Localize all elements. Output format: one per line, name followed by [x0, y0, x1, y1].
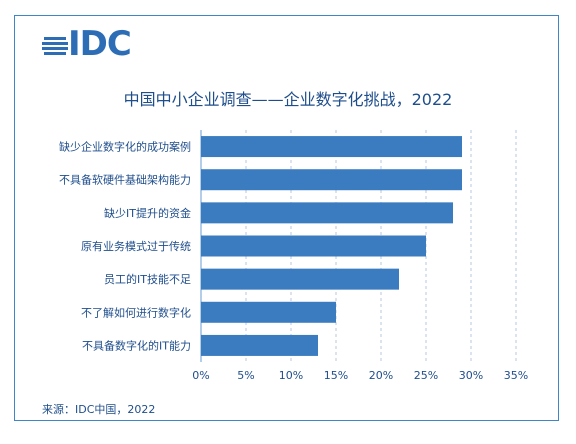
x-tick-label: 0%	[192, 369, 209, 382]
idc-logo-text: IDC	[68, 24, 132, 64]
x-tick-label: 5%	[237, 369, 254, 382]
x-tick-label: 20%	[369, 369, 393, 382]
category-label: 员工的IT技能不足	[104, 272, 191, 286]
x-tick-label: 10%	[279, 369, 303, 382]
bar	[201, 301, 336, 323]
bar	[201, 268, 399, 290]
bar	[201, 235, 426, 257]
category-label: 不了解如何进行数字化	[81, 305, 191, 319]
category-label: 不具备数字化的IT能力	[82, 338, 191, 352]
category-label: 缺少IT提升的资金	[104, 206, 191, 220]
category-label: 缺少企业数字化的成功案例	[59, 140, 191, 154]
bar	[201, 334, 318, 356]
category-label: 不具备软硬件基础架构能力	[59, 173, 191, 187]
x-tick-label: 35%	[504, 369, 528, 382]
source-note: 来源：IDC中国，2022	[42, 403, 156, 416]
bar	[201, 202, 453, 224]
bar	[201, 169, 462, 191]
chart-title: 中国中小企业调查——企业数字化挑战，2022	[123, 90, 453, 109]
x-tick-label: 30%	[459, 369, 483, 382]
x-tick-label: 15%	[324, 369, 348, 382]
bar	[201, 136, 462, 158]
category-label: 原有业务模式过于传统	[81, 239, 191, 253]
x-tick-label: 25%	[414, 369, 438, 382]
idc-logo-icon	[42, 37, 68, 55]
